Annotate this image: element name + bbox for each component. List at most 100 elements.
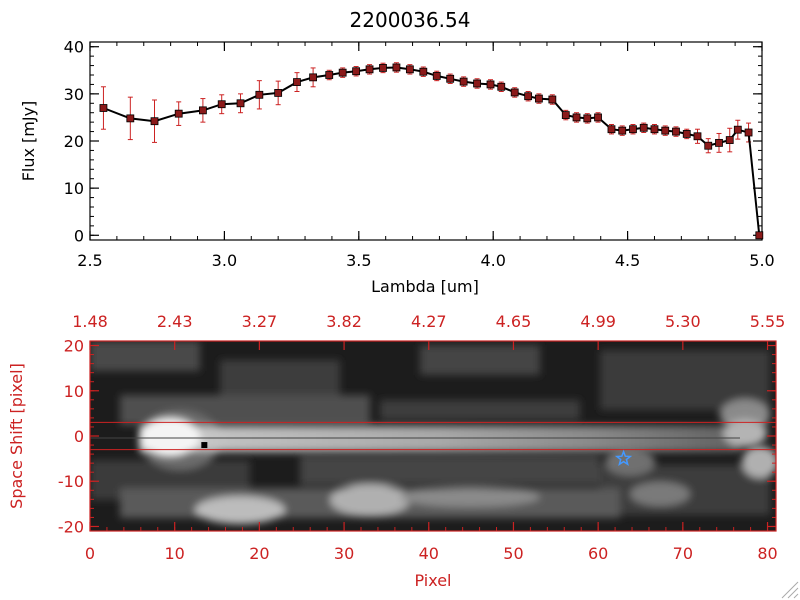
pixel-tick-label: 30	[334, 544, 354, 563]
pixel-tick-label: 40	[419, 544, 439, 563]
x-axis-label: Lambda [um]	[371, 277, 479, 296]
pixel-tick-label: 50	[503, 544, 523, 563]
data-point	[365, 65, 374, 74]
x-tick-label: 3.5	[346, 251, 371, 270]
data-point	[682, 130, 691, 138]
wavelength-tick-label: 4.99	[580, 312, 616, 331]
data-point	[693, 132, 702, 141]
data-point	[198, 106, 207, 115]
pixel-tick-label: 10	[165, 544, 185, 563]
data-point	[572, 113, 581, 122]
data-point	[174, 109, 183, 118]
data-point	[725, 136, 734, 144]
data-point	[497, 82, 506, 91]
data-point	[715, 138, 723, 147]
pixel-tick-label: 0	[85, 544, 95, 563]
x-tick-label: 3.0	[212, 251, 237, 270]
data-point	[236, 99, 245, 108]
data-point	[618, 126, 627, 135]
data-point	[352, 67, 361, 76]
space-shift-axis-label: Space Shift [pixel]	[7, 363, 26, 509]
wavelength-tick-label: 5.55	[750, 312, 786, 331]
y-tick-label: 0	[74, 226, 84, 245]
data-point	[524, 92, 533, 101]
data-point	[446, 74, 455, 83]
pixel-tick-label: 80	[757, 544, 777, 563]
data-point	[150, 117, 159, 126]
data-point	[274, 89, 283, 97]
data-point	[661, 126, 670, 135]
spectral-image-plot: 0 10 20 30 40 50 60 70 80 1.48 2.43 3.27 3.82 4.27 4.6…	[7, 312, 785, 590]
data-point	[99, 104, 108, 112]
bottom-axis-ticks: 0 10 20 30 40 50 60 70 80 1.48 2.43 3.27 3.82 4.27 4.6…	[58, 312, 785, 563]
spectral-image	[90, 341, 776, 531]
data-points	[99, 63, 764, 240]
pixel-tick-label: 20	[249, 544, 269, 563]
wavelength-tick-label: 5.30	[665, 312, 701, 331]
data-point	[486, 80, 495, 89]
data-point	[607, 125, 616, 134]
x-tick-label: 5.0	[749, 251, 774, 270]
y-axis-label: Flux [mJy]	[19, 101, 38, 182]
data-point	[432, 72, 441, 80]
data-point	[392, 63, 401, 72]
x-tick-label: 4.5	[615, 251, 640, 270]
space-shift-tick-label: -20	[58, 517, 84, 536]
pixel-tick-label: 60	[588, 544, 608, 563]
data-point	[755, 231, 764, 240]
data-point	[594, 113, 602, 122]
space-shift-tick-label: -10	[58, 472, 84, 491]
data-point	[629, 125, 637, 134]
chart-title: 2200036.54	[350, 8, 471, 32]
resize-grip[interactable]	[781, 581, 799, 599]
data-point	[379, 64, 387, 72]
data-point	[510, 88, 519, 97]
data-point	[561, 111, 570, 119]
data-point	[309, 73, 318, 82]
y-tick-label: 30	[64, 85, 84, 104]
flux-line	[103, 66, 761, 236]
top-axis-ticks: 2.5 3.0 3.5 4.0 4.5 5.0 0 10 20 30 40	[64, 38, 775, 270]
data-point	[639, 123, 648, 132]
data-point	[650, 125, 659, 134]
data-point	[733, 125, 742, 134]
x-tick-label: 2.5	[77, 251, 102, 270]
y-tick-label: 40	[64, 38, 84, 57]
y-tick-label: 10	[64, 179, 84, 198]
wavelength-tick-label: 4.65	[496, 312, 532, 331]
data-point	[217, 100, 226, 109]
data-point	[419, 67, 428, 76]
y-tick-label: 20	[64, 132, 84, 151]
space-shift-tick-label: 10	[64, 382, 84, 401]
data-point	[338, 68, 347, 77]
pixel-tick-label: 70	[673, 544, 693, 563]
space-shift-tick-label: 0	[74, 427, 84, 446]
data-point	[473, 79, 481, 88]
data-point	[255, 90, 264, 99]
wavelength-tick-label: 4.27	[411, 312, 447, 331]
x-tick-label: 4.0	[480, 251, 505, 270]
space-shift-tick-label: 20	[64, 337, 84, 356]
data-point	[583, 114, 592, 123]
wavelength-tick-label: 3.82	[326, 312, 362, 331]
data-point	[672, 127, 680, 136]
data-point	[548, 95, 557, 104]
data-point	[293, 78, 301, 86]
wavelength-tick-label: 2.43	[157, 312, 193, 331]
spectrum-plot: 2200036.54 2.5 3.0 3.5 4.0 4.5 5.0 0 10 20 30 40 L…	[19, 8, 775, 296]
wavelength-tick-label: 1.48	[72, 312, 108, 331]
error-bars	[100, 62, 752, 154]
wavelength-tick-label: 3.27	[242, 312, 278, 331]
data-point	[534, 94, 543, 103]
star-marker-icon	[614, 449, 633, 467]
data-point	[405, 65, 414, 74]
data-point	[459, 77, 468, 86]
data-point	[744, 128, 753, 137]
source-marker	[201, 442, 208, 449]
data-point	[325, 71, 334, 79]
pixel-axis-label: Pixel	[414, 571, 451, 590]
data-point	[126, 114, 135, 123]
aperture-overlays	[90, 421, 776, 467]
data-point	[704, 141, 713, 150]
